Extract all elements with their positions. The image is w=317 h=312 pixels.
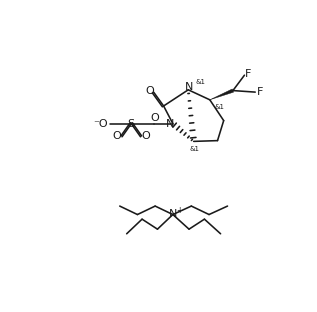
Text: &1: &1 (190, 146, 199, 152)
Text: ⁻O: ⁻O (93, 119, 107, 129)
Text: O: O (141, 131, 150, 141)
Text: N: N (185, 82, 193, 92)
Text: F: F (257, 87, 263, 97)
Polygon shape (210, 89, 234, 100)
Text: N$^{+}$: N$^{+}$ (168, 206, 184, 222)
Text: S: S (128, 119, 135, 129)
Text: O: O (112, 131, 121, 141)
Text: O: O (151, 113, 159, 123)
Text: &1: &1 (196, 79, 206, 85)
Text: O: O (146, 86, 154, 96)
Text: F: F (245, 69, 251, 79)
Text: N: N (166, 119, 175, 129)
Text: &1: &1 (214, 104, 224, 110)
